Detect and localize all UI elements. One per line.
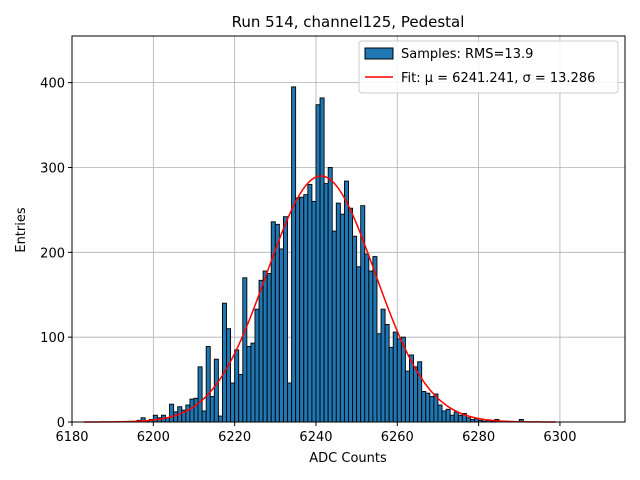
histogram-bar bbox=[242, 277, 248, 423]
histogram-bar bbox=[327, 167, 333, 423]
histogram-bar bbox=[392, 331, 398, 423]
histogram-bar bbox=[400, 336, 406, 423]
x-axis-ticks: 6180 6200 6220 6240 6260 6280 6300 bbox=[55, 422, 576, 445]
histogram-bar bbox=[364, 253, 370, 423]
histogram-bar bbox=[299, 196, 305, 423]
legend: Samples: RMS=13.9 Fit: μ = 6241.241, σ =… bbox=[358, 40, 619, 94]
histogram-bar bbox=[417, 361, 423, 423]
histogram-bar bbox=[303, 194, 309, 423]
y-tick-label: 200 bbox=[40, 246, 65, 261]
histogram-bar bbox=[205, 346, 211, 423]
histogram-bar bbox=[449, 414, 455, 423]
histogram-bar bbox=[221, 302, 227, 423]
histogram-bar bbox=[445, 408, 451, 423]
histogram-bar bbox=[152, 414, 158, 423]
histogram-bar bbox=[295, 197, 301, 423]
histogram-bar bbox=[230, 382, 236, 423]
histogram-bar bbox=[278, 248, 284, 423]
histogram-bar bbox=[274, 223, 280, 423]
legend-label-samples: Samples: RMS=13.9 bbox=[401, 47, 533, 62]
x-tick-label: 6280 bbox=[462, 430, 495, 445]
histogram-bar bbox=[380, 308, 386, 423]
x-tick-label: 6200 bbox=[137, 430, 170, 445]
histogram-bar bbox=[376, 333, 382, 423]
histogram-bar bbox=[335, 202, 341, 423]
chart-title: Run 514, channel125, Pedestal bbox=[232, 13, 465, 31]
histogram-bar bbox=[465, 417, 471, 423]
histogram-bar bbox=[311, 200, 317, 423]
histogram-bar bbox=[185, 404, 191, 423]
histogram-bar bbox=[388, 346, 394, 423]
histogram-bar bbox=[319, 97, 325, 423]
y-axis-title: Entries bbox=[14, 207, 29, 253]
y-tick-label: 0 bbox=[57, 416, 65, 431]
histogram-bar bbox=[404, 370, 410, 423]
histogram-bar bbox=[372, 256, 378, 423]
y-axis-ticks: 0 100 200 300 400 bbox=[40, 77, 72, 431]
histogram-bar bbox=[307, 184, 313, 423]
histogram-bar bbox=[250, 342, 256, 423]
histogram-bar bbox=[258, 279, 264, 423]
histogram-bar bbox=[339, 213, 345, 423]
x-tick-label: 6240 bbox=[299, 430, 332, 445]
plot-frame bbox=[71, 35, 626, 423]
histogram-bar bbox=[291, 86, 297, 423]
histogram-bar bbox=[169, 403, 175, 423]
histogram-bar bbox=[384, 323, 390, 423]
legend-box bbox=[358, 40, 619, 94]
x-tick-label: 6180 bbox=[55, 430, 88, 445]
histogram-bar bbox=[396, 338, 402, 423]
histogram-bar bbox=[368, 270, 374, 423]
legend-label-fit: Fit: μ = 6241.241, σ = 13.286 bbox=[401, 71, 595, 86]
histogram-bar bbox=[413, 366, 419, 423]
histogram-bar bbox=[348, 207, 354, 423]
histogram-bar bbox=[331, 230, 337, 423]
histogram-bar bbox=[238, 374, 244, 423]
histogram-bar bbox=[287, 382, 293, 423]
histogram-bar bbox=[234, 349, 240, 423]
histogram-bar bbox=[213, 358, 219, 423]
histogram-bar bbox=[254, 308, 260, 423]
histogram-bar bbox=[266, 273, 272, 423]
histogram-bar bbox=[457, 414, 463, 423]
histogram-bar bbox=[437, 404, 443, 423]
histogram-bar bbox=[226, 328, 232, 423]
fit-curve bbox=[84, 175, 556, 423]
histogram-bar bbox=[421, 391, 427, 423]
histogram-bar bbox=[193, 397, 199, 423]
histogram-bar bbox=[197, 366, 203, 423]
histogram-bar bbox=[282, 216, 288, 423]
y-tick-label: 300 bbox=[40, 161, 65, 176]
x-tick-label: 6300 bbox=[543, 430, 576, 445]
legend-swatch-samples bbox=[364, 47, 394, 60]
histogram-bar bbox=[201, 410, 207, 423]
x-axis-title: ADC Counts bbox=[309, 451, 387, 466]
y-tick-label: 100 bbox=[40, 331, 65, 346]
histogram-bar bbox=[352, 235, 358, 423]
histogram-bar bbox=[356, 266, 362, 423]
histogram-bar bbox=[425, 392, 431, 423]
histogram-bar bbox=[315, 104, 321, 423]
histogram-bar bbox=[189, 398, 195, 423]
histogram-bar bbox=[262, 270, 268, 423]
histogram-bar bbox=[323, 183, 329, 423]
histogram-bar bbox=[441, 410, 447, 423]
histogram-bar bbox=[453, 411, 459, 423]
x-tick-label: 6220 bbox=[218, 430, 251, 445]
histogram-bar bbox=[209, 396, 215, 423]
histogram-bar bbox=[429, 396, 435, 423]
histogram-bar bbox=[246, 346, 252, 423]
histogram-bar bbox=[173, 411, 179, 423]
histogram-bar bbox=[217, 415, 223, 423]
histogram-bar bbox=[343, 180, 349, 423]
y-tick-label: 400 bbox=[40, 77, 65, 92]
histogram-bars bbox=[136, 86, 524, 423]
x-tick-label: 6260 bbox=[381, 430, 414, 445]
